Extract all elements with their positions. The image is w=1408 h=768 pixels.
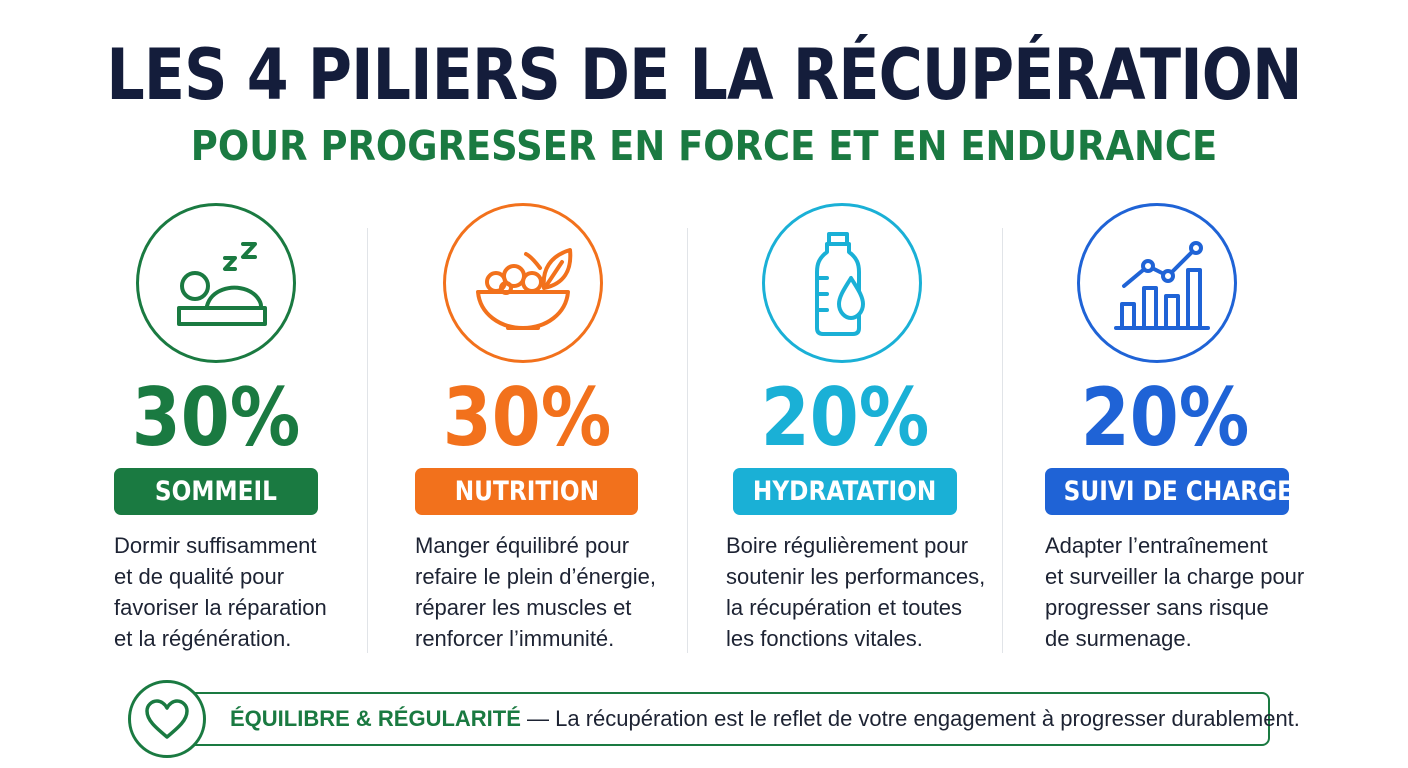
chart-icon	[1077, 203, 1237, 363]
page-subtitle: POUR PROGRESSER EN FORCE ET EN ENDURANCE	[190, 122, 1218, 170]
description-line: refaire le plein d’énergie,	[415, 564, 656, 589]
pillar-label-badge: SUIVI DE CHARGE	[1045, 468, 1289, 515]
pillar-description: Boire régulièrement pour soutenir les pe…	[726, 530, 985, 654]
percentage-value: 30%	[131, 371, 301, 464]
column-divider	[367, 228, 368, 653]
pillar-label: NUTRITION	[454, 476, 599, 507]
pillar-hydratation: 20% HYDRATATION Boire régulièrement pour…	[725, 200, 1045, 670]
description-line: Boire régulièrement pour	[726, 533, 969, 558]
water-bottle-icon	[762, 203, 922, 363]
food-bowl-icon	[443, 203, 603, 363]
page-title: LES 4 PILIERS DE LA RÉCUPÉRATION	[106, 34, 1302, 116]
description-line: les fonctions vitales.	[726, 626, 923, 651]
pillar-label: SOMMEIL	[155, 476, 277, 507]
description-line: soutenir les performances,	[726, 564, 986, 589]
description-line: et la régénération.	[114, 626, 292, 651]
description-line: renforcer l’immunité.	[415, 626, 615, 651]
percentage-value: 20%	[760, 371, 930, 464]
description-line: Manger équilibré pour	[415, 533, 630, 558]
pillar-description: Dormir suffisamment et de qualité pour f…	[114, 530, 327, 654]
pillar-label-badge: NUTRITION	[415, 468, 638, 515]
pillar-suivi-de-charge: 20% SUIVI DE CHARGE Adapter l’entraîneme…	[1045, 200, 1365, 670]
pillar-description: Manger équilibré pour refaire le plein d…	[415, 530, 656, 654]
footer-message: ÉQUILIBRE & RÉGULARITÉ — La récupération…	[230, 703, 1300, 735]
pillar-nutrition: 30% NUTRITION Manger équilibré pour refa…	[407, 200, 727, 670]
description-line: progresser sans risque	[1045, 595, 1269, 620]
pillar-description: Adapter l’entraînement et surveiller la …	[1045, 530, 1304, 654]
heart-icon	[128, 680, 206, 758]
pillar-label: HYDRATATION	[753, 476, 937, 507]
column-divider	[687, 228, 688, 653]
sleep-icon	[136, 203, 296, 363]
description-line: Adapter l’entraînement	[1045, 533, 1268, 558]
pillar-label-badge: HYDRATATION	[733, 468, 957, 515]
description-line: réparer les muscles et	[415, 595, 632, 620]
description-line: Dormir suffisamment	[114, 533, 317, 558]
pillar-label: SUIVI DE CHARGE	[1063, 476, 1289, 507]
percentage-value: 30%	[442, 371, 612, 464]
percentage-value: 20%	[1080, 371, 1250, 464]
description-line: et de qualité pour	[114, 564, 285, 589]
pillar-sommeil: 30% SOMMEIL Dormir suffisamment et de qu…	[96, 200, 416, 670]
description-line: et surveiller la charge pour	[1045, 564, 1305, 589]
footer-highlight: ÉQUILIBRE & RÉGULARITÉ	[230, 706, 521, 731]
pillar-label-badge: SOMMEIL	[114, 468, 318, 515]
description-line: de surmenage.	[1045, 626, 1192, 651]
column-divider	[1002, 228, 1003, 653]
description-line: la récupération et toutes	[726, 595, 963, 620]
footer-text: — La récupération est le reflet de votre…	[520, 706, 1300, 731]
description-line: favoriser la réparation	[114, 595, 327, 620]
